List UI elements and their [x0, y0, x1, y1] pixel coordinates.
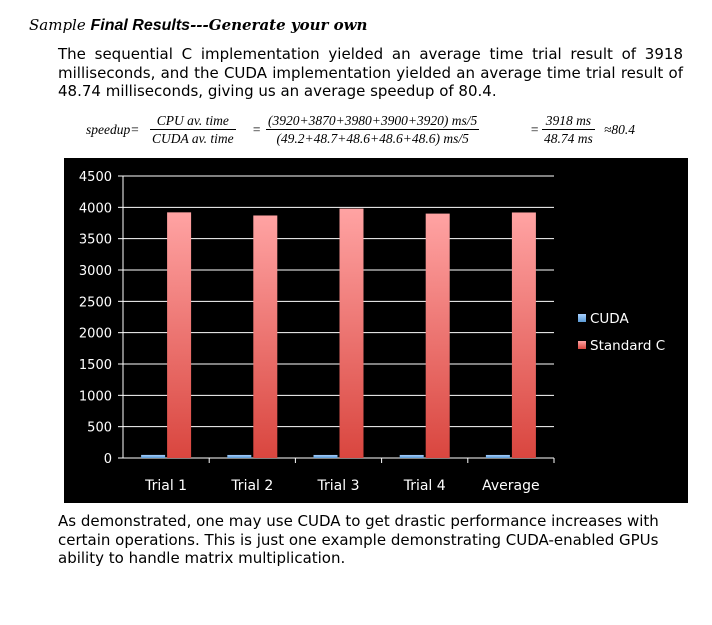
x-tick-label: Average — [482, 478, 540, 494]
formula-frac3-numerator: 3918 ms — [542, 112, 595, 130]
bar-standard-c — [167, 212, 192, 458]
y-tick-label: 1500 — [79, 358, 112, 373]
bar-cuda — [399, 454, 424, 458]
bar-standard-c — [511, 212, 536, 458]
legend-label: CUDA — [590, 311, 629, 327]
y-tick-label: 1000 — [79, 389, 112, 404]
legend-swatch — [578, 341, 586, 349]
formula-frac2-numerator: (3920+3870+3980+3900+3920) ms/5 — [266, 113, 480, 130]
y-tick-label: 3500 — [79, 233, 112, 248]
formula-approx: ≈80.4 — [604, 122, 636, 137]
formula-frac3-denominator: 48.74 ms — [544, 131, 593, 146]
y-tick-label: 0 — [104, 452, 112, 467]
section-heading: Sample Final Results---Generate your own — [29, 16, 367, 35]
bar-cuda — [141, 454, 166, 458]
legend-swatch — [578, 314, 586, 322]
y-tick-label: 3000 — [79, 264, 112, 279]
x-tick-label: Trial 2 — [230, 478, 273, 494]
formula-fraction-1: CPU av. time CUDA av. time — [150, 112, 236, 148]
x-tick-label: Trial 3 — [317, 478, 360, 494]
bar-standard-c — [253, 215, 278, 458]
bar-cuda — [227, 454, 252, 458]
heading-main: Final Results — [90, 17, 191, 34]
bar-chart: 0 500 1000 1500 2000 2500 3000 3500 4000 4500 Tria… — [64, 158, 688, 503]
formula-fraction-3: 3918 ms 48.74 ms — [542, 112, 595, 148]
formula-fraction-2: (3920+3870+3980+3900+3920) ms/5 (49.2+48… — [266, 112, 480, 148]
bar-standard-c — [339, 208, 364, 458]
formula-lhs: speedup= — [86, 122, 140, 137]
bar-cuda — [313, 454, 338, 458]
bar-chart-svg: 0 500 1000 1500 2000 2500 3000 3500 4000 4500 Tria… — [79, 170, 665, 494]
formula-frac2-denominator: (49.2+48.7+48.6+48.6+48.6) ms/5 — [276, 131, 469, 146]
bar-cuda — [485, 454, 510, 458]
bar-standard-c — [425, 213, 450, 458]
intro-paragraph: The sequential C implementation yielded … — [58, 45, 683, 100]
conclusion-paragraph: As demonstrated, one may use CUDA to get… — [58, 512, 659, 567]
legend-label: Standard C — [590, 338, 665, 354]
heading-suffix: ---Generate your own — [190, 16, 368, 34]
y-tick-label: 4000 — [79, 201, 112, 216]
formula-frac1-numerator: CPU av. time — [150, 112, 236, 130]
y-tick-label: 2500 — [79, 295, 112, 310]
formula-equals-2: = — [530, 122, 540, 137]
formula-equals-1: = — [252, 122, 262, 137]
x-tick-label: Trial 4 — [403, 478, 446, 494]
y-tick-label: 2000 — [79, 327, 112, 342]
y-tick-label: 500 — [87, 421, 112, 436]
x-tick-label: Trial 1 — [144, 478, 187, 494]
formula-frac1-denominator: CUDA av. time — [152, 131, 234, 146]
y-tick-label: 4500 — [79, 170, 112, 185]
heading-prefix: Sample — [29, 16, 91, 34]
